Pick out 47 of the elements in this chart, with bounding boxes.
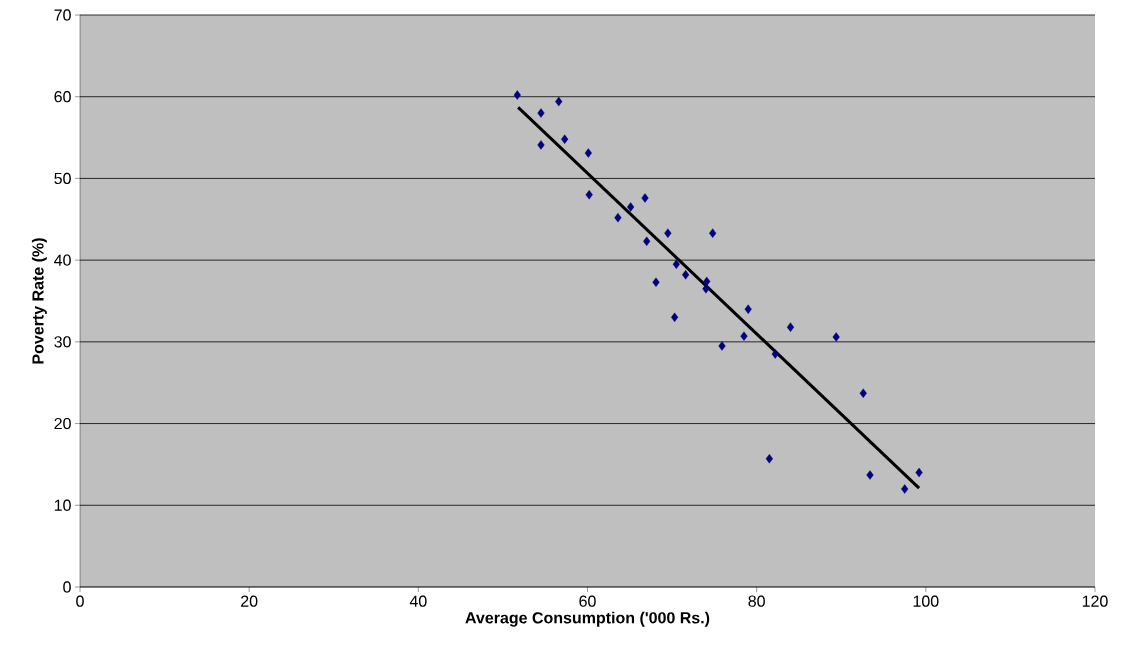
x-tick-label: 80 [748,595,765,607]
y-tick-label: 20 [54,417,71,430]
x-tick-label: 120 [1082,595,1108,607]
point [915,467,923,478]
point [627,202,635,212]
point [744,304,752,314]
point [718,341,726,351]
y-tick-label: 30 [54,336,71,348]
point [641,193,649,203]
point [584,148,592,158]
x-tick-label: 100 [913,595,939,607]
x-tick-label: 40 [409,595,427,607]
point [537,108,545,118]
y-tick-label: 10 [54,499,71,511]
point [664,228,672,238]
x-tick-label: 60 [579,595,596,607]
point [561,134,569,144]
y-tick-label: 40 [54,254,71,266]
y-tick-label: 60 [54,91,71,103]
x-tick-label: 0 [76,595,84,607]
point [671,312,679,323]
x-axis-title: Average Consumption ('000 Rs.) [465,611,710,627]
point [901,484,909,494]
point [786,322,795,332]
point [702,284,710,294]
point [643,236,651,247]
point [771,349,779,359]
point [555,96,563,107]
point [537,140,545,150]
point [709,228,717,238]
point [585,190,593,200]
y-tick-label: 50 [54,172,71,185]
point [513,90,521,100]
x-tick-label: 20 [241,595,258,607]
point [703,276,711,287]
point [614,212,622,223]
y-axis-title: Poverty Rate (%) [31,238,47,364]
point [682,270,690,280]
y-tick-label: 0 [63,581,71,593]
point [866,470,874,480]
y-tick-label: 70 [54,9,71,21]
point [832,332,840,342]
point [740,331,748,341]
point [652,277,660,287]
point [672,259,680,269]
point [859,388,867,399]
point [765,454,773,464]
